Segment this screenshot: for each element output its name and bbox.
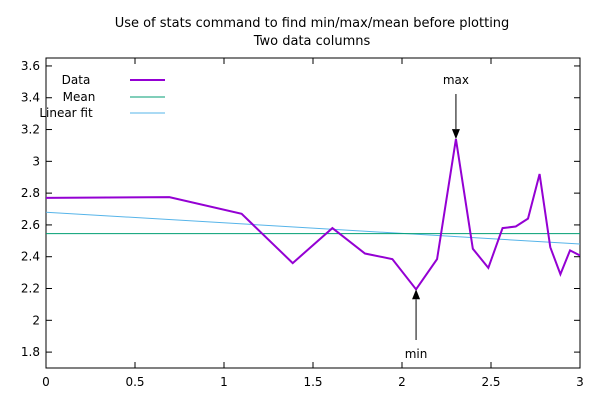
legend-label-data: Data xyxy=(62,73,91,87)
y-tick-label: 3.6 xyxy=(21,59,40,73)
annotation-label-min: min xyxy=(405,347,428,361)
y-tick-label: 3.2 xyxy=(21,123,40,137)
y-tick-label: 2 xyxy=(32,313,40,327)
chart-title: Use of stats command to find min/max/mea… xyxy=(115,16,510,31)
y-tick-label: 3 xyxy=(32,154,40,168)
y-tick-label: 2.6 xyxy=(21,218,40,232)
legend: Data Mean Linear fit xyxy=(39,73,165,120)
x-tick-label: 0 xyxy=(42,375,50,389)
annotations: max min xyxy=(405,73,469,361)
series-line-linear-fit xyxy=(46,211,580,245)
annotation-label-max: max xyxy=(443,73,469,87)
y-tick-label: 2.8 xyxy=(21,186,40,200)
x-tick-label: 0.5 xyxy=(125,375,144,389)
legend-label-mean: Mean xyxy=(63,90,96,104)
x-tick-label: 1 xyxy=(220,375,228,389)
x-tick-label: 1.5 xyxy=(303,375,322,389)
annotation-arrowhead-min xyxy=(412,289,421,300)
y-tick-label: 1.8 xyxy=(21,345,40,359)
series-layer xyxy=(46,138,580,291)
series-line-data xyxy=(46,138,580,291)
y-tick-label: 2.2 xyxy=(21,282,40,296)
x-tick-label: 2.5 xyxy=(481,375,500,389)
x-tick-label: 3 xyxy=(576,375,584,389)
y-tick-label: 3.4 xyxy=(21,91,40,105)
annotation-arrowhead-max xyxy=(451,129,460,140)
plot-frame xyxy=(45,57,581,369)
x-tick-label: 2 xyxy=(398,375,406,389)
chart-subtitle: Two data columns xyxy=(253,34,371,49)
legend-label-linear-fit: Linear fit xyxy=(39,106,93,120)
axis-ticks: 0 0.5 1 1.5 2 2.5 3 1.8 2 2.2 2.4 2.6 2.8 3 3.2 3.4 3.6 xyxy=(21,58,584,389)
y-tick-label: 2.4 xyxy=(21,250,40,264)
